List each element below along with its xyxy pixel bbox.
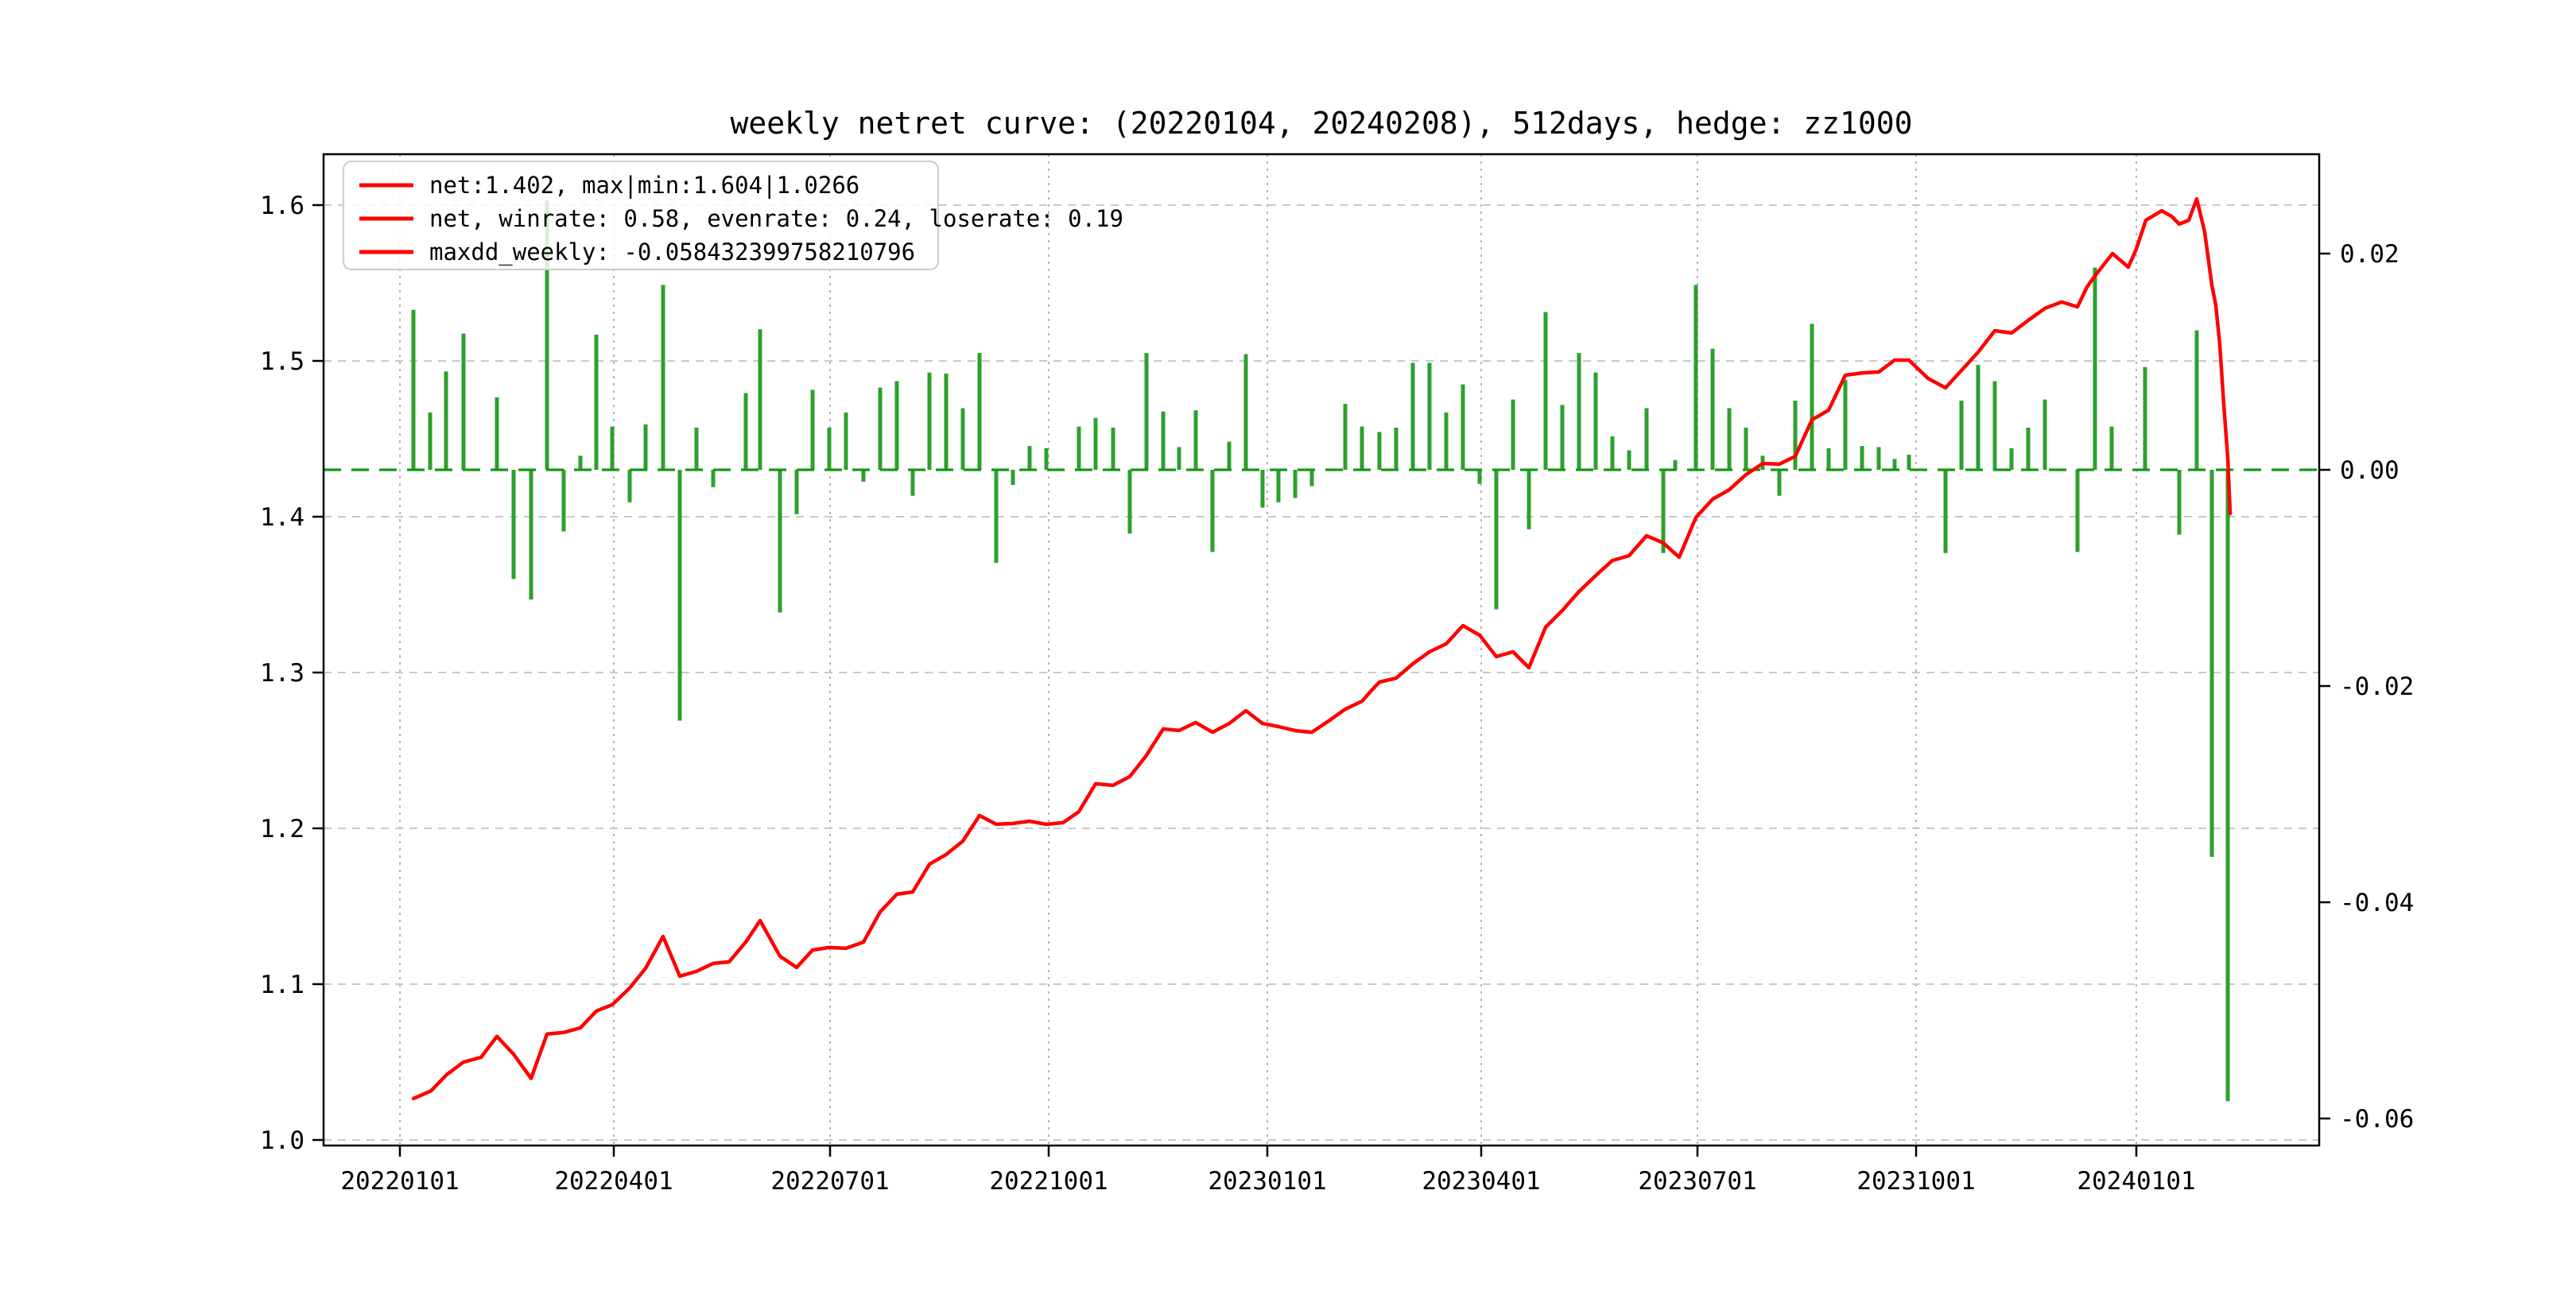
x-axis-tick-20221001: 20221001 [989,1167,1108,1196]
left-axis-tick-1.5: 1.5 [260,347,305,376]
horizontal-gridlines [324,204,2319,1141]
left-axis-tick-1.4: 1.4 [260,503,305,532]
vertical-gridlines [399,154,2137,1146]
left-axis-tick-1.1: 1.1 [260,971,305,999]
left-axis-tick-1.2: 1.2 [260,815,305,843]
axis-ticks [312,204,2330,1157]
x-axis-tick-20220101: 20220101 [340,1167,459,1196]
left-axis-tick-1.3: 1.3 [260,659,305,688]
x-axis-tick-20230701: 20230701 [1638,1167,1756,1196]
x-axis-tick-20240101: 20240101 [2077,1167,2195,1196]
x-axis-tick-20220401: 20220401 [554,1167,673,1196]
weekly-return-bars [411,200,2230,1102]
axis-tick-labels: 1.6 1.5 1.4 1.3 1.2 1.1 1.0 0.02 0.00 -0.02 -0.04 -… [260,192,2414,1196]
axes-spines [322,153,2321,1147]
right-axis-tick--0.06: -0.06 [2340,1105,2414,1134]
right-axis-tick-0.02: 0.02 [2340,240,2399,269]
left-axis-tick-1.6: 1.6 [260,192,305,220]
left-axis-tick-1.0: 1.0 [260,1126,305,1155]
x-axis-tick-20231001: 20231001 [1856,1167,1975,1196]
right-axis-tick-0.00: 0.00 [2340,456,2399,485]
legend-label-1: net, winrate: 0.58, evenrate: 0.24, lose… [429,205,1123,232]
x-axis-tick-20230401: 20230401 [1422,1167,1540,1196]
x-axis-tick-20220701: 20220701 [770,1167,889,1196]
right-axis-tick--0.02: -0.02 [2340,673,2414,701]
right-axis-tick--0.04: -0.04 [2340,889,2414,917]
net-curve-line [411,196,2233,1101]
chart-title: weekly netret curve: (20220104, 20240208… [730,106,1912,141]
legend-label-2: maxdd_weekly: -0.058432399758210796 [429,238,915,266]
legend-box: net:1.402, max|min:1.604|1.0266 net, winr… [343,161,1123,270]
x-axis-tick-20230101: 20230101 [1208,1167,1326,1196]
legend-label-0: net:1.402, max|min:1.604|1.0266 [429,172,859,199]
